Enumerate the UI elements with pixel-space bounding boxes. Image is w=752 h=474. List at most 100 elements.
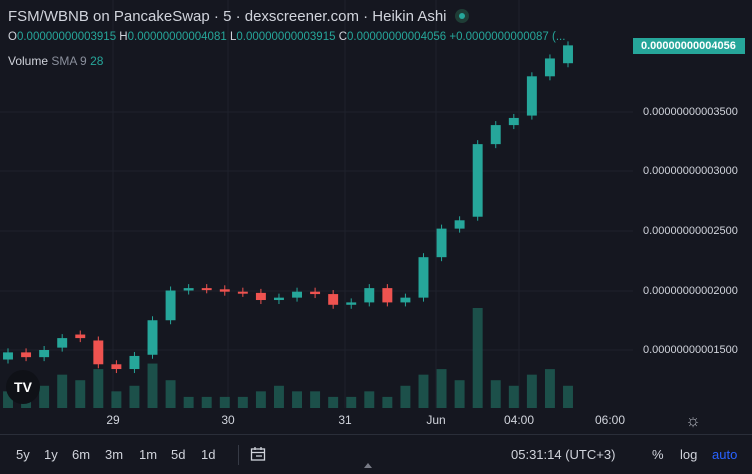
candle[interactable] bbox=[346, 302, 357, 305]
current-price-label: 0.00000000004056 bbox=[633, 38, 745, 54]
candle[interactable] bbox=[400, 297, 411, 303]
live-status-icon[interactable] bbox=[454, 9, 469, 23]
percent-toggle[interactable]: % bbox=[652, 447, 664, 462]
range-5y-button[interactable]: 5y bbox=[16, 447, 30, 462]
close-value: 0.00000000004056 bbox=[347, 31, 447, 43]
candle[interactable] bbox=[274, 297, 284, 301]
candle[interactable] bbox=[364, 288, 375, 303]
volume-label: Volume bbox=[8, 54, 49, 68]
candle[interactable] bbox=[544, 58, 555, 77]
volume-legend[interactable]: Volume SMA 9 28 bbox=[8, 54, 103, 68]
volume-bar bbox=[237, 396, 248, 408]
candle[interactable] bbox=[328, 294, 339, 305]
candle[interactable] bbox=[219, 289, 230, 292]
bottom-toolbar: 5y 1y 6m 3m 1m 5d 1d 05:31:14 (UTC+3) % … bbox=[0, 434, 752, 474]
range-1m-button[interactable]: 1m bbox=[139, 447, 158, 462]
candle[interactable] bbox=[508, 117, 519, 126]
candle[interactable] bbox=[75, 334, 86, 339]
close-label: C bbox=[338, 31, 348, 43]
chart-title: FSM/WBNB on PancakeSwap · 5 · dexscreene… bbox=[8, 8, 469, 25]
volume-bar bbox=[310, 391, 321, 408]
range-3m-button[interactable]: 3m bbox=[105, 447, 124, 462]
time-axis[interactable]: 29 30 31 Jun 04:00 06:00 bbox=[0, 408, 633, 434]
low-value: 0.00000000003915 bbox=[236, 31, 336, 43]
volume-bar bbox=[490, 380, 501, 408]
range-6m-button[interactable]: 6m bbox=[72, 447, 91, 462]
candle[interactable] bbox=[472, 144, 483, 217]
volume-bar bbox=[39, 385, 50, 408]
candle[interactable] bbox=[147, 320, 158, 355]
volume-bar bbox=[165, 380, 176, 408]
volume-bar bbox=[3, 391, 13, 408]
time-label: 04:00 bbox=[503, 413, 535, 427]
candle[interactable] bbox=[165, 290, 176, 321]
candle[interactable] bbox=[93, 340, 104, 365]
time-label: 31 bbox=[338, 413, 352, 427]
range-1d-button[interactable]: 1d bbox=[201, 447, 216, 462]
time-label: 30 bbox=[221, 413, 235, 427]
candle[interactable] bbox=[526, 76, 537, 116]
price-label: 0.00000000003000 bbox=[643, 165, 738, 177]
candle[interactable] bbox=[237, 291, 248, 294]
price-label: 0.00000000002500 bbox=[643, 225, 738, 237]
volume-bar bbox=[274, 385, 284, 408]
volume-bar bbox=[454, 380, 465, 408]
date-range-icon[interactable] bbox=[250, 446, 266, 462]
toolbar-divider bbox=[238, 445, 239, 465]
candle[interactable] bbox=[490, 125, 501, 145]
clock-timezone[interactable]: 05:31:14 (UTC+3) bbox=[511, 447, 616, 462]
candle[interactable] bbox=[454, 220, 465, 229]
auto-scale-toggle[interactable]: auto bbox=[712, 447, 738, 462]
volume-ma-label: SMA 9 bbox=[51, 54, 87, 68]
volume-bar bbox=[436, 369, 447, 408]
candle[interactable] bbox=[201, 288, 212, 291]
volume-bar bbox=[219, 396, 230, 408]
open-value: 0.00000000003915 bbox=[16, 31, 117, 43]
volume-bar bbox=[364, 391, 375, 408]
time-label: 06:00 bbox=[594, 413, 626, 427]
candle[interactable] bbox=[418, 257, 429, 298]
candle[interactable] bbox=[183, 288, 194, 291]
chart-title-text: FSM/WBNB on PancakeSwap · 5 · dexscreene… bbox=[8, 8, 447, 25]
volume-bar bbox=[526, 374, 537, 408]
range-5d-button[interactable]: 5d bbox=[171, 447, 186, 462]
candle[interactable] bbox=[563, 45, 573, 64]
candle[interactable] bbox=[292, 291, 302, 298]
volume-bar bbox=[111, 391, 122, 408]
candlestick-chart[interactable] bbox=[0, 0, 633, 408]
candle[interactable] bbox=[382, 288, 393, 303]
volume-bar bbox=[508, 385, 519, 408]
volume-bar bbox=[129, 385, 140, 408]
price-axis[interactable]: 0.00000000004056 0.00000000003500 0.0000… bbox=[633, 0, 752, 408]
log-toggle[interactable]: log bbox=[680, 447, 698, 462]
time-label: 29 bbox=[106, 413, 120, 427]
candle[interactable] bbox=[57, 338, 68, 348]
volume-bar bbox=[75, 380, 86, 408]
volume-bar bbox=[255, 391, 266, 408]
candle[interactable] bbox=[129, 355, 140, 370]
volume-bar bbox=[147, 363, 158, 408]
candle[interactable] bbox=[21, 352, 32, 358]
candle[interactable] bbox=[39, 350, 50, 358]
candle[interactable] bbox=[310, 291, 321, 295]
tradingview-logo[interactable]: TV bbox=[6, 370, 40, 404]
candle[interactable] bbox=[111, 364, 122, 370]
candle[interactable] bbox=[3, 352, 13, 360]
time-label: Jun bbox=[426, 413, 446, 427]
range-1y-button[interactable]: 1y bbox=[44, 447, 58, 462]
ohlc-legend: O0.00000000003915 H0.00000000004081 L0.0… bbox=[8, 31, 565, 43]
candle[interactable] bbox=[255, 292, 266, 301]
volume-bar bbox=[93, 369, 104, 408]
volume-value: 28 bbox=[90, 54, 104, 68]
low-label: L bbox=[229, 31, 237, 43]
volume-bar bbox=[183, 396, 194, 408]
change-value: +0.0000000000087 (... bbox=[449, 31, 566, 43]
chart-area[interactable]: FSM/WBNB on PancakeSwap · 5 · dexscreene… bbox=[0, 0, 633, 408]
settings-gear-icon[interactable]: ☼ bbox=[685, 411, 701, 430]
expand-caret-icon[interactable] bbox=[364, 463, 372, 468]
candle[interactable] bbox=[436, 228, 447, 258]
volume-bar bbox=[346, 396, 357, 408]
volume-bar bbox=[292, 391, 302, 408]
price-label: 0.00000000003500 bbox=[643, 106, 738, 118]
open-label: O bbox=[8, 31, 17, 43]
